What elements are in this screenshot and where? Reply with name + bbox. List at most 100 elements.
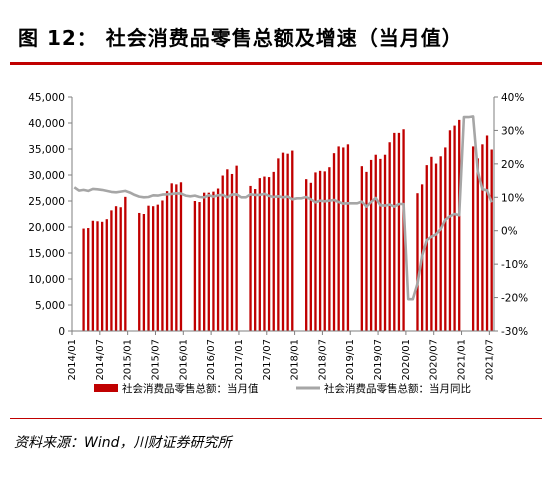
x-tick-label: 2016/07 (206, 339, 217, 381)
y-right-tick-label: 0% (501, 226, 518, 238)
bar (267, 177, 271, 331)
bar (379, 158, 382, 331)
x-tick-label: 2020/01 (401, 339, 412, 381)
bar (226, 169, 229, 331)
bar (281, 152, 285, 331)
bar (332, 153, 336, 331)
y-left-tick-label: 40,000 (28, 118, 65, 130)
bar (207, 192, 210, 331)
bar (96, 221, 99, 331)
y-left-tick-label: 30,000 (28, 170, 65, 182)
bar (151, 206, 155, 331)
chart: 0 5,000 10,000 15,000 20,000 25,000 30,000 35,0… (28, 92, 528, 395)
x-tick-label: 2015/07 (150, 339, 161, 381)
y-right-tick-label: -20% (501, 293, 528, 305)
bar (147, 205, 150, 331)
line-series (73, 115, 493, 301)
bar (476, 158, 479, 331)
x-tick-label: 2020/07 (429, 339, 440, 381)
x-tick-label: 2017/01 (234, 339, 245, 381)
bar (425, 165, 428, 331)
bar (360, 166, 363, 331)
bar (258, 178, 261, 331)
bar (448, 130, 452, 331)
bar (471, 146, 475, 331)
x-tick-label: 2016/01 (178, 339, 189, 381)
bar (434, 163, 438, 331)
bar (416, 193, 419, 331)
bar (397, 132, 401, 331)
y-right-tick-label: 20% (501, 159, 524, 171)
bar (221, 175, 224, 331)
x-tick-label: 2019/07 (373, 339, 384, 381)
bar (203, 192, 206, 331)
y-right-tick-label: 30% (501, 125, 524, 137)
x-tick-label: 2021/07 (484, 339, 495, 381)
bar (393, 132, 396, 331)
y-left-tick-label: 15,000 (28, 248, 65, 260)
y-left-tick-label: 45,000 (28, 92, 65, 104)
bar (105, 219, 108, 331)
bar (91, 220, 95, 331)
bar (193, 201, 197, 331)
bar (124, 196, 127, 331)
bar (291, 150, 294, 331)
x-tick-label: 2018/07 (317, 339, 328, 381)
bar (277, 158, 280, 331)
bar (254, 189, 257, 331)
bar (318, 170, 322, 331)
bar (388, 142, 391, 331)
bar (346, 144, 350, 331)
bar (383, 154, 387, 331)
source-note: 资料来源：Wind，川财证券研究所 (14, 435, 232, 451)
y-left-tick-label: 25,000 (28, 196, 65, 208)
bar (342, 147, 345, 331)
bar (156, 204, 159, 331)
bar (230, 173, 234, 331)
bar (161, 200, 164, 331)
bar (165, 191, 169, 331)
bar (374, 154, 377, 331)
bar (369, 159, 373, 331)
title-rule (10, 62, 542, 65)
y-right-tick-label: 10% (501, 192, 524, 204)
axes: 0 5,000 10,000 15,000 20,000 25,000 30,000 35,0… (28, 92, 528, 381)
bar (170, 183, 173, 331)
bar (263, 176, 266, 331)
bar (119, 207, 122, 331)
bar (212, 191, 215, 331)
bar (444, 147, 447, 331)
x-tick-label: 2015/01 (123, 339, 134, 381)
bar (179, 182, 183, 331)
bar (198, 202, 201, 331)
bar (314, 172, 317, 331)
bar (328, 167, 331, 331)
y-left-tick-label: 0 (58, 326, 65, 338)
bar (439, 156, 442, 331)
y-left-tick-label: 35,000 (28, 144, 65, 156)
bar (365, 171, 368, 331)
source-rule (10, 418, 542, 419)
bar (337, 146, 340, 331)
y-right-tick-label: 40% (501, 92, 524, 104)
bar (110, 210, 113, 331)
x-tick-label: 2014/01 (67, 339, 78, 381)
legend-label-line: 社会消费品零售总额：当月同比 (324, 382, 471, 395)
y-left-tick-label: 20,000 (28, 222, 65, 234)
bar (453, 125, 456, 331)
bar (235, 165, 238, 331)
bar (458, 119, 461, 331)
x-tick-label: 2018/01 (290, 339, 301, 381)
bar (286, 153, 289, 331)
bar (305, 179, 308, 331)
y-left-tick-label: 5,000 (35, 300, 65, 312)
legend-swatch-bar (94, 384, 118, 392)
y-right-tick-label: -30% (501, 326, 528, 338)
bar (249, 185, 252, 331)
bar (82, 228, 85, 331)
bar (323, 171, 326, 331)
bar-series (82, 119, 493, 331)
x-tick-label: 2017/07 (262, 339, 273, 381)
title-area: 图 12： 社会消费品零售总额及增速（当月值） (0, 0, 550, 58)
bar (481, 144, 484, 331)
